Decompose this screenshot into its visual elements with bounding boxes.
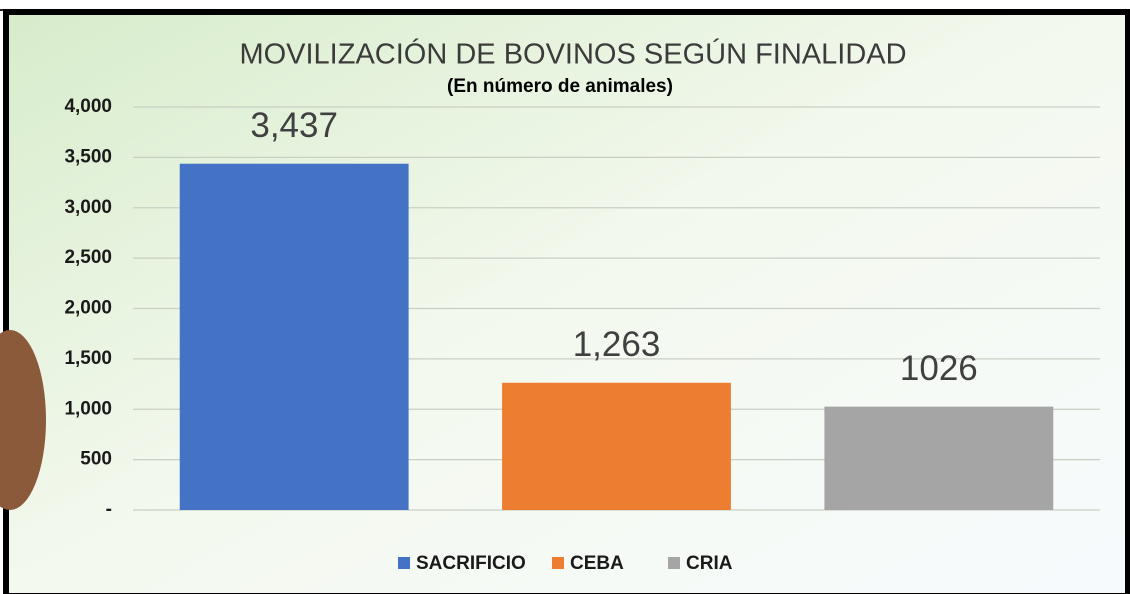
legend-label: CEBA bbox=[570, 553, 624, 574]
y-tick-label: - bbox=[106, 499, 112, 520]
y-tick-label: 2,500 bbox=[64, 247, 112, 268]
y-tick-label: 3,500 bbox=[64, 146, 112, 167]
y-tick-label: 2,000 bbox=[64, 298, 112, 319]
y-tick-label: 1,500 bbox=[64, 348, 112, 369]
legend-swatch bbox=[398, 557, 410, 569]
value-label: 1,263 bbox=[573, 325, 661, 364]
chart: MOVILIZACIÓN DE BOVINOS SEGÚN FINALIDAD … bbox=[0, 0, 1130, 594]
value-label: 3,437 bbox=[250, 106, 338, 145]
chart-subtitle: (En número de animales) bbox=[447, 76, 673, 97]
legend-label: SACRIFICIO bbox=[416, 553, 526, 574]
legend-swatch bbox=[668, 557, 680, 569]
bar bbox=[824, 407, 1053, 510]
y-tick-label: 4,000 bbox=[64, 96, 112, 117]
bar bbox=[180, 164, 409, 510]
legend-swatch bbox=[552, 557, 564, 569]
y-tick-label: 3,000 bbox=[64, 197, 112, 218]
y-tick-label: 500 bbox=[80, 449, 112, 470]
bar bbox=[502, 383, 731, 510]
chart-title: MOVILIZACIÓN DE BOVINOS SEGÚN FINALIDAD bbox=[239, 38, 906, 71]
y-tick-label: 1,000 bbox=[64, 398, 112, 419]
legend-label: CRIA bbox=[686, 553, 733, 574]
value-label: 1026 bbox=[900, 349, 978, 388]
